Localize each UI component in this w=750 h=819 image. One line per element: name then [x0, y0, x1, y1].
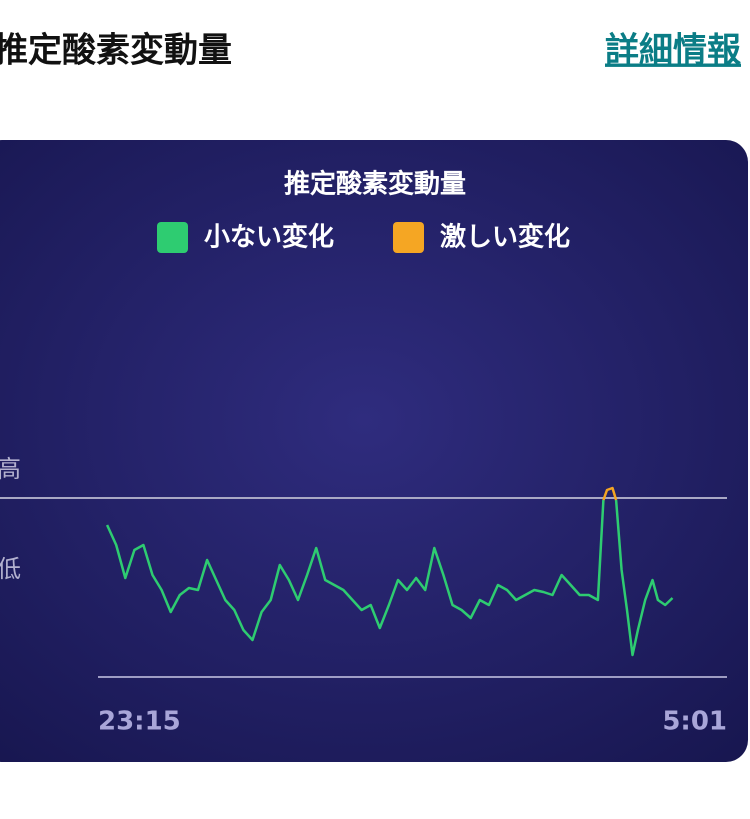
page-title: 推定酸素変動量 — [0, 31, 232, 71]
legend-swatch — [393, 222, 424, 253]
chart-title: 推定酸素変動量 — [284, 169, 466, 200]
series-line — [614, 499, 674, 657]
series-line — [602, 486, 618, 501]
chart-card — [0, 140, 748, 762]
x-tick-label: 5:01 — [662, 707, 727, 737]
legend-label: 激しい変化 — [440, 222, 570, 253]
y-tick-label: 低 — [0, 555, 21, 583]
series-line — [105, 499, 605, 642]
x-tick-label: 23:15 — [98, 707, 181, 737]
legend-label: 小ない変化 — [204, 222, 334, 253]
legend-swatch — [157, 222, 188, 253]
details-link[interactable]: 詳細情報 — [605, 31, 741, 71]
y-tick-label: 高 — [0, 455, 21, 483]
